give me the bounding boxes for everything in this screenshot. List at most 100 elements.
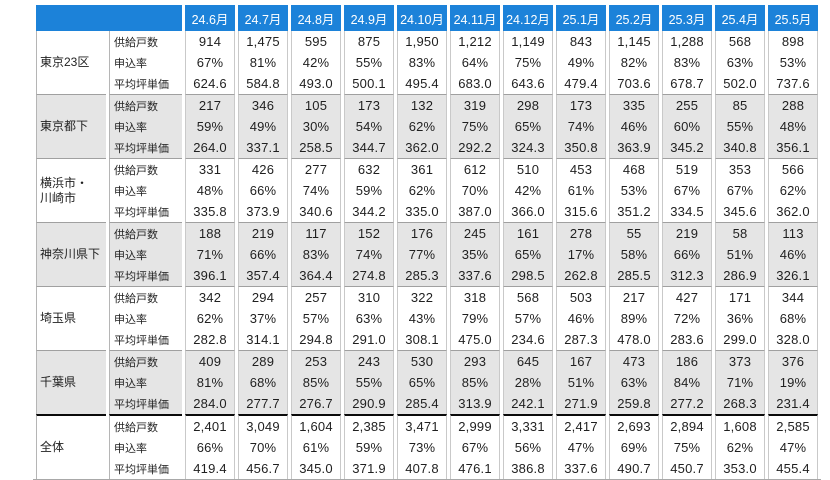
column-header-month: 25.2月 bbox=[609, 5, 659, 31]
value-cell: 74% bbox=[291, 180, 341, 201]
value-cell: 67% bbox=[662, 180, 712, 201]
value-cell: 264.0 bbox=[185, 137, 235, 158]
value-cell: 2,385 bbox=[344, 414, 394, 437]
value-cell: 313.9 bbox=[450, 393, 500, 414]
value-cell: 310 bbox=[344, 286, 394, 308]
metric-label: 供給戸数 bbox=[109, 350, 182, 372]
value-cell: 314.1 bbox=[238, 329, 288, 350]
value-cell: 217 bbox=[609, 286, 659, 308]
value-cell: 450.7 bbox=[662, 458, 712, 479]
value-cell: 476.1 bbox=[450, 458, 500, 479]
value-cell: 308.1 bbox=[397, 329, 447, 350]
value-cell: 283.6 bbox=[662, 329, 712, 350]
value-cell: 67% bbox=[450, 437, 500, 458]
value-cell: 1,288 bbox=[662, 31, 712, 52]
value-cell: 371.9 bbox=[344, 458, 394, 479]
value-cell: 66% bbox=[238, 180, 288, 201]
value-cell: 409 bbox=[185, 350, 235, 372]
value-cell: 568 bbox=[715, 31, 765, 52]
value-cell: 37% bbox=[238, 308, 288, 329]
value-cell: 268.3 bbox=[715, 393, 765, 414]
value-cell: 257 bbox=[291, 286, 341, 308]
value-cell: 703.6 bbox=[609, 73, 659, 94]
monthly-supply-table: 24.6月 24.7月 24.8月 24.9月 24.10月 24.11月 24.12月 25… bbox=[33, 5, 821, 479]
value-cell: 373.9 bbox=[238, 201, 288, 222]
value-cell: 340.8 bbox=[715, 137, 765, 158]
value-cell: 326.1 bbox=[768, 265, 818, 286]
value-cell: 67% bbox=[185, 52, 235, 73]
value-cell: 1,950 bbox=[397, 31, 447, 52]
metric-label: 供給戸数 bbox=[109, 94, 182, 116]
value-cell: 60% bbox=[662, 116, 712, 137]
value-cell: 298.5 bbox=[503, 265, 553, 286]
value-cell: 46% bbox=[556, 308, 606, 329]
value-cell: 59% bbox=[344, 437, 394, 458]
value-cell: 278 bbox=[556, 222, 606, 244]
value-cell: 89% bbox=[609, 308, 659, 329]
value-cell: 231.4 bbox=[768, 393, 818, 414]
value-cell: 65% bbox=[503, 116, 553, 137]
value-cell: 337.6 bbox=[450, 265, 500, 286]
value-cell: 318 bbox=[450, 286, 500, 308]
value-cell: 47% bbox=[556, 437, 606, 458]
value-cell: 49% bbox=[238, 116, 288, 137]
value-cell: 74% bbox=[344, 244, 394, 265]
value-cell: 2,894 bbox=[662, 414, 712, 437]
region-label: 埼玉県 bbox=[36, 286, 106, 350]
value-cell: 914 bbox=[185, 31, 235, 52]
value-cell: 43% bbox=[397, 308, 447, 329]
value-cell: 357.4 bbox=[238, 265, 288, 286]
value-cell: 473 bbox=[609, 350, 659, 372]
value-cell: 277.2 bbox=[662, 393, 712, 414]
metric-label: 申込率 bbox=[109, 52, 182, 73]
value-cell: 362.0 bbox=[397, 137, 447, 158]
value-cell: 62% bbox=[185, 308, 235, 329]
value-cell: 219 bbox=[662, 222, 712, 244]
value-cell: 61% bbox=[556, 180, 606, 201]
metric-label: 平均坪単価 bbox=[109, 458, 182, 479]
value-cell: 568 bbox=[503, 286, 553, 308]
value-cell: 85 bbox=[715, 94, 765, 116]
value-cell: 49% bbox=[556, 52, 606, 73]
value-cell: 259.8 bbox=[609, 393, 659, 414]
column-header-month: 25.5月 bbox=[768, 5, 818, 31]
value-cell: 419.4 bbox=[185, 458, 235, 479]
value-cell: 294 bbox=[238, 286, 288, 308]
value-cell: 173 bbox=[344, 94, 394, 116]
value-cell: 475.0 bbox=[450, 329, 500, 350]
value-cell: 362.0 bbox=[768, 201, 818, 222]
value-cell: 356.1 bbox=[768, 137, 818, 158]
value-cell: 30% bbox=[291, 116, 341, 137]
value-cell: 632 bbox=[344, 158, 394, 180]
value-cell: 79% bbox=[450, 308, 500, 329]
value-cell: 255 bbox=[662, 94, 712, 116]
column-header-month: 24.8月 bbox=[291, 5, 341, 31]
value-cell: 478.0 bbox=[609, 329, 659, 350]
value-cell: 3,471 bbox=[397, 414, 447, 437]
value-cell: 276.7 bbox=[291, 393, 341, 414]
value-cell: 288 bbox=[768, 94, 818, 116]
value-cell: 2,999 bbox=[450, 414, 500, 437]
value-cell: 396.1 bbox=[185, 265, 235, 286]
value-cell: 493.0 bbox=[291, 73, 341, 94]
value-cell: 83% bbox=[662, 52, 712, 73]
value-cell: 351.2 bbox=[609, 201, 659, 222]
value-cell: 35% bbox=[450, 244, 500, 265]
value-cell: 173 bbox=[556, 94, 606, 116]
value-cell: 243 bbox=[344, 350, 394, 372]
metric-label: 申込率 bbox=[109, 116, 182, 137]
value-cell: 176 bbox=[397, 222, 447, 244]
value-cell: 85% bbox=[291, 372, 341, 393]
value-cell: 77% bbox=[397, 244, 447, 265]
value-cell: 82% bbox=[609, 52, 659, 73]
value-cell: 293 bbox=[450, 350, 500, 372]
value-cell: 161 bbox=[503, 222, 553, 244]
value-cell: 3,049 bbox=[238, 414, 288, 437]
value-cell: 612 bbox=[450, 158, 500, 180]
value-cell: 456.7 bbox=[238, 458, 288, 479]
value-cell: 55% bbox=[344, 372, 394, 393]
value-cell: 72% bbox=[662, 308, 712, 329]
value-cell: 113 bbox=[768, 222, 818, 244]
metric-label: 供給戸数 bbox=[109, 222, 182, 244]
value-cell: 234.6 bbox=[503, 329, 553, 350]
